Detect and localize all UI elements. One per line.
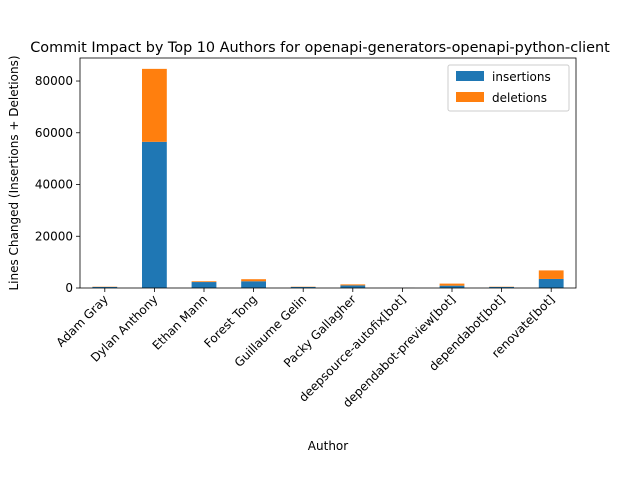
bar-deletions [538,270,564,279]
y-axis-label: Lines Changed (Insertions + Deletions) [7,55,21,290]
bar-insertions [191,282,217,288]
bar-deletions [340,284,366,286]
y-axis-ticks: 0 20000 40000 60000 80000 [35,74,80,295]
y-tick-label: 40000 [35,178,73,192]
bar-insertions [489,286,514,288]
y-tick-label: 80000 [35,74,73,88]
bar-insertions [340,285,366,288]
y-tick-label: 60000 [35,126,73,140]
bar-insertions [290,286,316,288]
y-tick-label: 20000 [35,229,73,243]
bar-deletions [241,279,266,282]
chart-title: Commit Impact by Top 10 Authors for open… [30,40,610,56]
legend-swatch-insertions [456,71,484,81]
legend-label-deletions: deletions [492,91,547,105]
legend-swatch-deletions [456,92,484,102]
bar-insertions [241,281,266,288]
x-axis-label: Author [308,439,348,453]
legend: insertions deletions [447,64,570,112]
bars-group [92,68,564,288]
y-tick-label: 0 [65,281,73,295]
bar-deletions [439,283,465,286]
bar-insertions [92,286,118,288]
bar-insertions [538,278,564,288]
bar-deletions [191,281,217,283]
plot-frame [79,57,577,289]
bar-insertions [439,285,465,288]
legend-label-insertions: insertions [492,70,551,84]
bar-insertions [142,141,167,288]
bar-deletions [142,68,167,142]
